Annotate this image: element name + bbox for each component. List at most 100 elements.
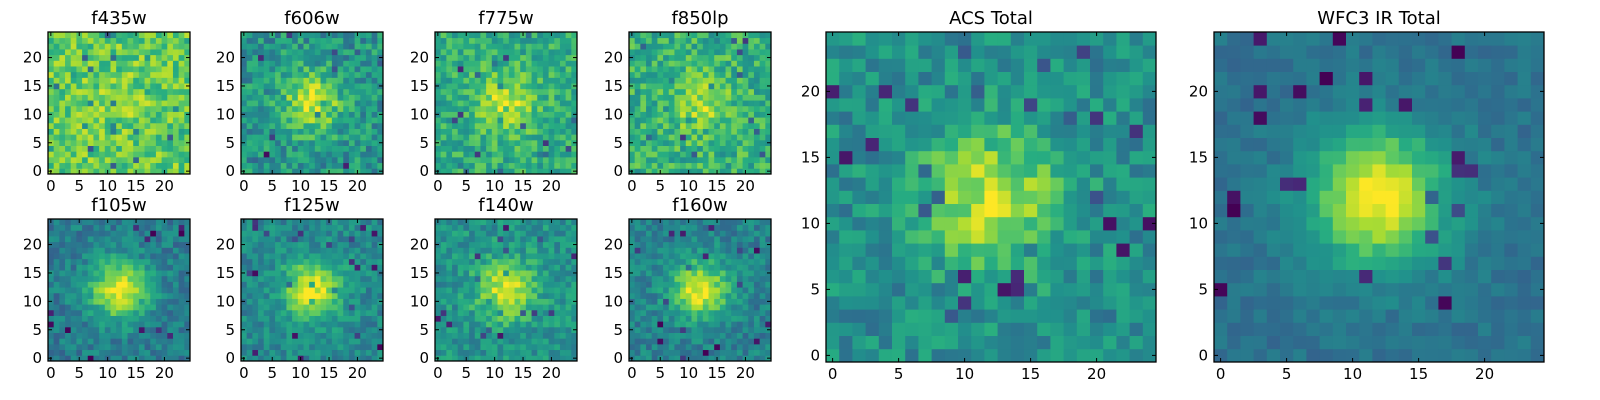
heatmap-cell [286,292,293,299]
heatmap-cell [731,338,738,345]
heatmap-cell [759,292,766,299]
heatmap-cell [731,105,738,112]
heatmap-cell [343,37,350,44]
heatmap-cell [537,37,544,44]
heatmap-cell [76,326,83,333]
heatmap-cell [446,66,453,73]
heatmap-cell [719,94,726,101]
heatmap-cell [280,270,287,277]
heatmap-cell [640,139,647,146]
axes-frame [434,31,578,175]
heatmap-cell [59,287,66,294]
heatmap-cell [491,241,498,248]
heatmap-cell [104,292,111,299]
heatmap-cell [360,71,367,78]
heatmap-cell [309,168,316,175]
heatmap-cell [457,315,464,322]
heatmap-cell [121,236,128,243]
heatmap-cell [121,32,128,39]
heatmap-cell [674,111,681,118]
heatmap-cell [452,117,459,124]
heatmap-cell [167,49,174,56]
heatmap-cell [440,77,447,84]
heatmap-cell [138,258,145,265]
heatmap-cell [121,94,128,101]
heatmap-cell [161,236,168,243]
heatmap-cell [348,145,355,152]
heatmap-cell [172,145,180,152]
heatmap-cell [99,32,106,39]
heatmap-cell [53,66,60,73]
heatmap-cell [348,343,355,351]
heatmap-cell [753,100,761,107]
heatmap-cell [520,111,527,118]
heatmap-cell [178,117,185,124]
heatmap-cell [452,287,459,294]
heatmap-cell [116,264,123,271]
heatmap-cell [65,139,72,146]
heatmap-cell [303,287,310,294]
heatmap-cell [246,77,253,84]
heatmap-cell [725,156,732,164]
heatmap-cell [87,219,94,226]
heatmap-cell [702,287,709,294]
heatmap-cell [548,111,555,118]
heatmap-cell [360,151,367,158]
heatmap-cell [640,43,647,50]
heatmap-cell [446,298,453,305]
heatmap-cell [286,230,293,237]
heatmap-cell [70,60,77,67]
heatmap-cell [508,71,515,78]
heatmap-cell [275,275,282,282]
heatmap-cell [748,355,755,362]
heatmap-cell [167,111,174,118]
heatmap-cell [571,258,578,265]
heatmap-cell [525,145,532,152]
heatmap-cell [99,349,106,356]
heatmap-cell [657,71,664,78]
heatmap-cell [167,292,174,299]
heatmap-cell [121,287,128,294]
heatmap-cell [629,281,636,288]
heatmap-cell [474,292,481,299]
heatmap-cell [70,332,77,339]
heatmap-cell [508,139,515,146]
heatmap-cell [674,275,681,282]
heatmap-cell [657,287,664,294]
heatmap-cell [133,100,140,107]
heatmap-cell [691,71,698,78]
heatmap-cell [646,281,653,288]
heatmap-cell [765,49,772,56]
heatmap-cell [759,275,766,282]
heatmap-cell [99,88,106,95]
heatmap-cell [150,32,157,39]
heatmap-cell [697,321,704,328]
heatmap-cell [314,241,321,248]
heatmap-cell [241,264,248,271]
heatmap-cell [537,349,544,356]
heatmap-cell [99,304,106,311]
heatmap-cell [629,287,636,294]
heatmap-cell [668,298,675,305]
heatmap-cell [337,162,344,169]
heatmap-cell [629,77,636,84]
heatmap-cell [303,275,310,282]
heatmap-cell [691,60,698,67]
heatmap-cell [155,349,162,356]
heatmap-cell [651,71,658,78]
heatmap-cell [731,49,738,56]
heatmap-cell [320,224,327,231]
heatmap-cell [674,128,681,135]
heatmap-cell [297,349,304,356]
heatmap-cell [59,32,66,39]
heatmap-cell [657,94,664,101]
heatmap-cell [680,304,687,311]
heatmap-cell [110,100,117,107]
heatmap-cell [371,32,378,39]
heatmap-cell [331,162,338,169]
heatmap-cell [651,315,658,322]
heatmap-cell [559,298,567,305]
heatmap-cell [491,332,498,339]
heatmap-cell [116,88,123,95]
